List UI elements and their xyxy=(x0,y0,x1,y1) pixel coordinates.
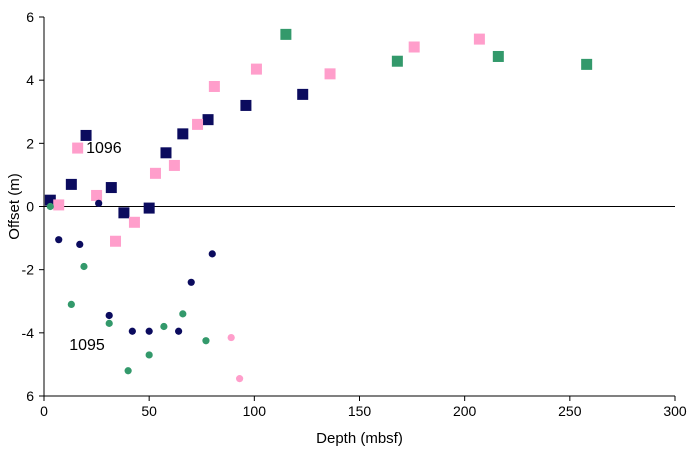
data-point-square xyxy=(128,216,140,228)
site-annotation: 1095 xyxy=(69,337,105,354)
data-point-square xyxy=(208,80,220,92)
data-point-square xyxy=(118,207,130,219)
y-tick-label: -2 xyxy=(22,262,35,278)
site-annotation: 1096 xyxy=(86,140,122,157)
data-point-square xyxy=(143,202,155,214)
data-point-square xyxy=(581,58,593,70)
data-point-square xyxy=(80,129,92,141)
x-axis-title: Depth (mbsf) xyxy=(316,430,403,447)
data-point-circle xyxy=(145,351,153,359)
data-point-circle xyxy=(202,337,210,345)
data-point-circle xyxy=(145,327,153,335)
data-point-circle xyxy=(46,202,54,211)
data-point-square xyxy=(280,28,292,40)
data-point-circle xyxy=(160,322,168,331)
x-tick-label: 300 xyxy=(663,403,687,419)
data-point-square xyxy=(408,41,420,53)
data-point-circle xyxy=(55,236,63,244)
data-point-square xyxy=(160,147,172,159)
data-point-circle xyxy=(179,310,187,318)
data-point-square xyxy=(250,63,262,75)
x-tick-label: 250 xyxy=(558,403,582,419)
data-point-square xyxy=(168,159,180,171)
data-point-square xyxy=(192,118,204,130)
x-tick-label: 100 xyxy=(243,403,267,419)
data-point-circle xyxy=(128,327,136,335)
x-tick-label: 50 xyxy=(141,403,157,419)
y-tick-label: -4 xyxy=(22,325,35,341)
x-tick-label: 150 xyxy=(348,403,372,419)
data-point-circle xyxy=(124,367,132,375)
data-point-circle xyxy=(227,333,235,342)
data-point-circle xyxy=(80,262,88,271)
data-point-circle xyxy=(76,240,84,248)
data-point-circle xyxy=(187,278,195,286)
data-point-circle xyxy=(175,327,183,335)
data-point-circle xyxy=(208,250,216,258)
chart-labels: 0 50 100 150 200 250 300 6 4 2 0 -2 -4 6 Depth (mbsf) O… xyxy=(6,9,687,447)
data-point-square xyxy=(110,235,122,247)
y-tick-label: 2 xyxy=(26,135,34,151)
axes xyxy=(39,16,676,401)
data-point-square xyxy=(53,199,65,211)
data-point-circle xyxy=(105,311,113,320)
data-point-square xyxy=(492,50,504,62)
data-point-square xyxy=(297,88,309,100)
data-point-square xyxy=(391,55,403,67)
data-point-circle xyxy=(67,300,75,309)
y-tick-label: 6 xyxy=(26,388,34,404)
data-point-square xyxy=(177,128,189,140)
data-point-square xyxy=(240,99,252,111)
y-tick-label: 6 xyxy=(26,9,34,25)
data-point-square xyxy=(91,189,103,201)
data-point-square xyxy=(473,33,485,45)
data-point-square xyxy=(72,142,84,154)
data-point-circle xyxy=(236,375,244,383)
data-point-square xyxy=(44,194,56,206)
y-axis-title: Offset (m) xyxy=(6,173,23,239)
data-point-square xyxy=(149,167,161,179)
data-point-circle xyxy=(105,319,113,327)
data-marks xyxy=(44,28,593,383)
data-point-square xyxy=(202,114,214,126)
data-point-square xyxy=(65,178,77,190)
data-point-square xyxy=(105,182,117,194)
data-point-circle xyxy=(95,199,103,207)
x-tick-label: 200 xyxy=(453,403,477,419)
y-tick-label: 0 xyxy=(26,199,34,215)
x-tick-label: 0 xyxy=(40,403,48,419)
data-point-square xyxy=(324,68,336,80)
y-tick-label: 4 xyxy=(26,72,34,88)
